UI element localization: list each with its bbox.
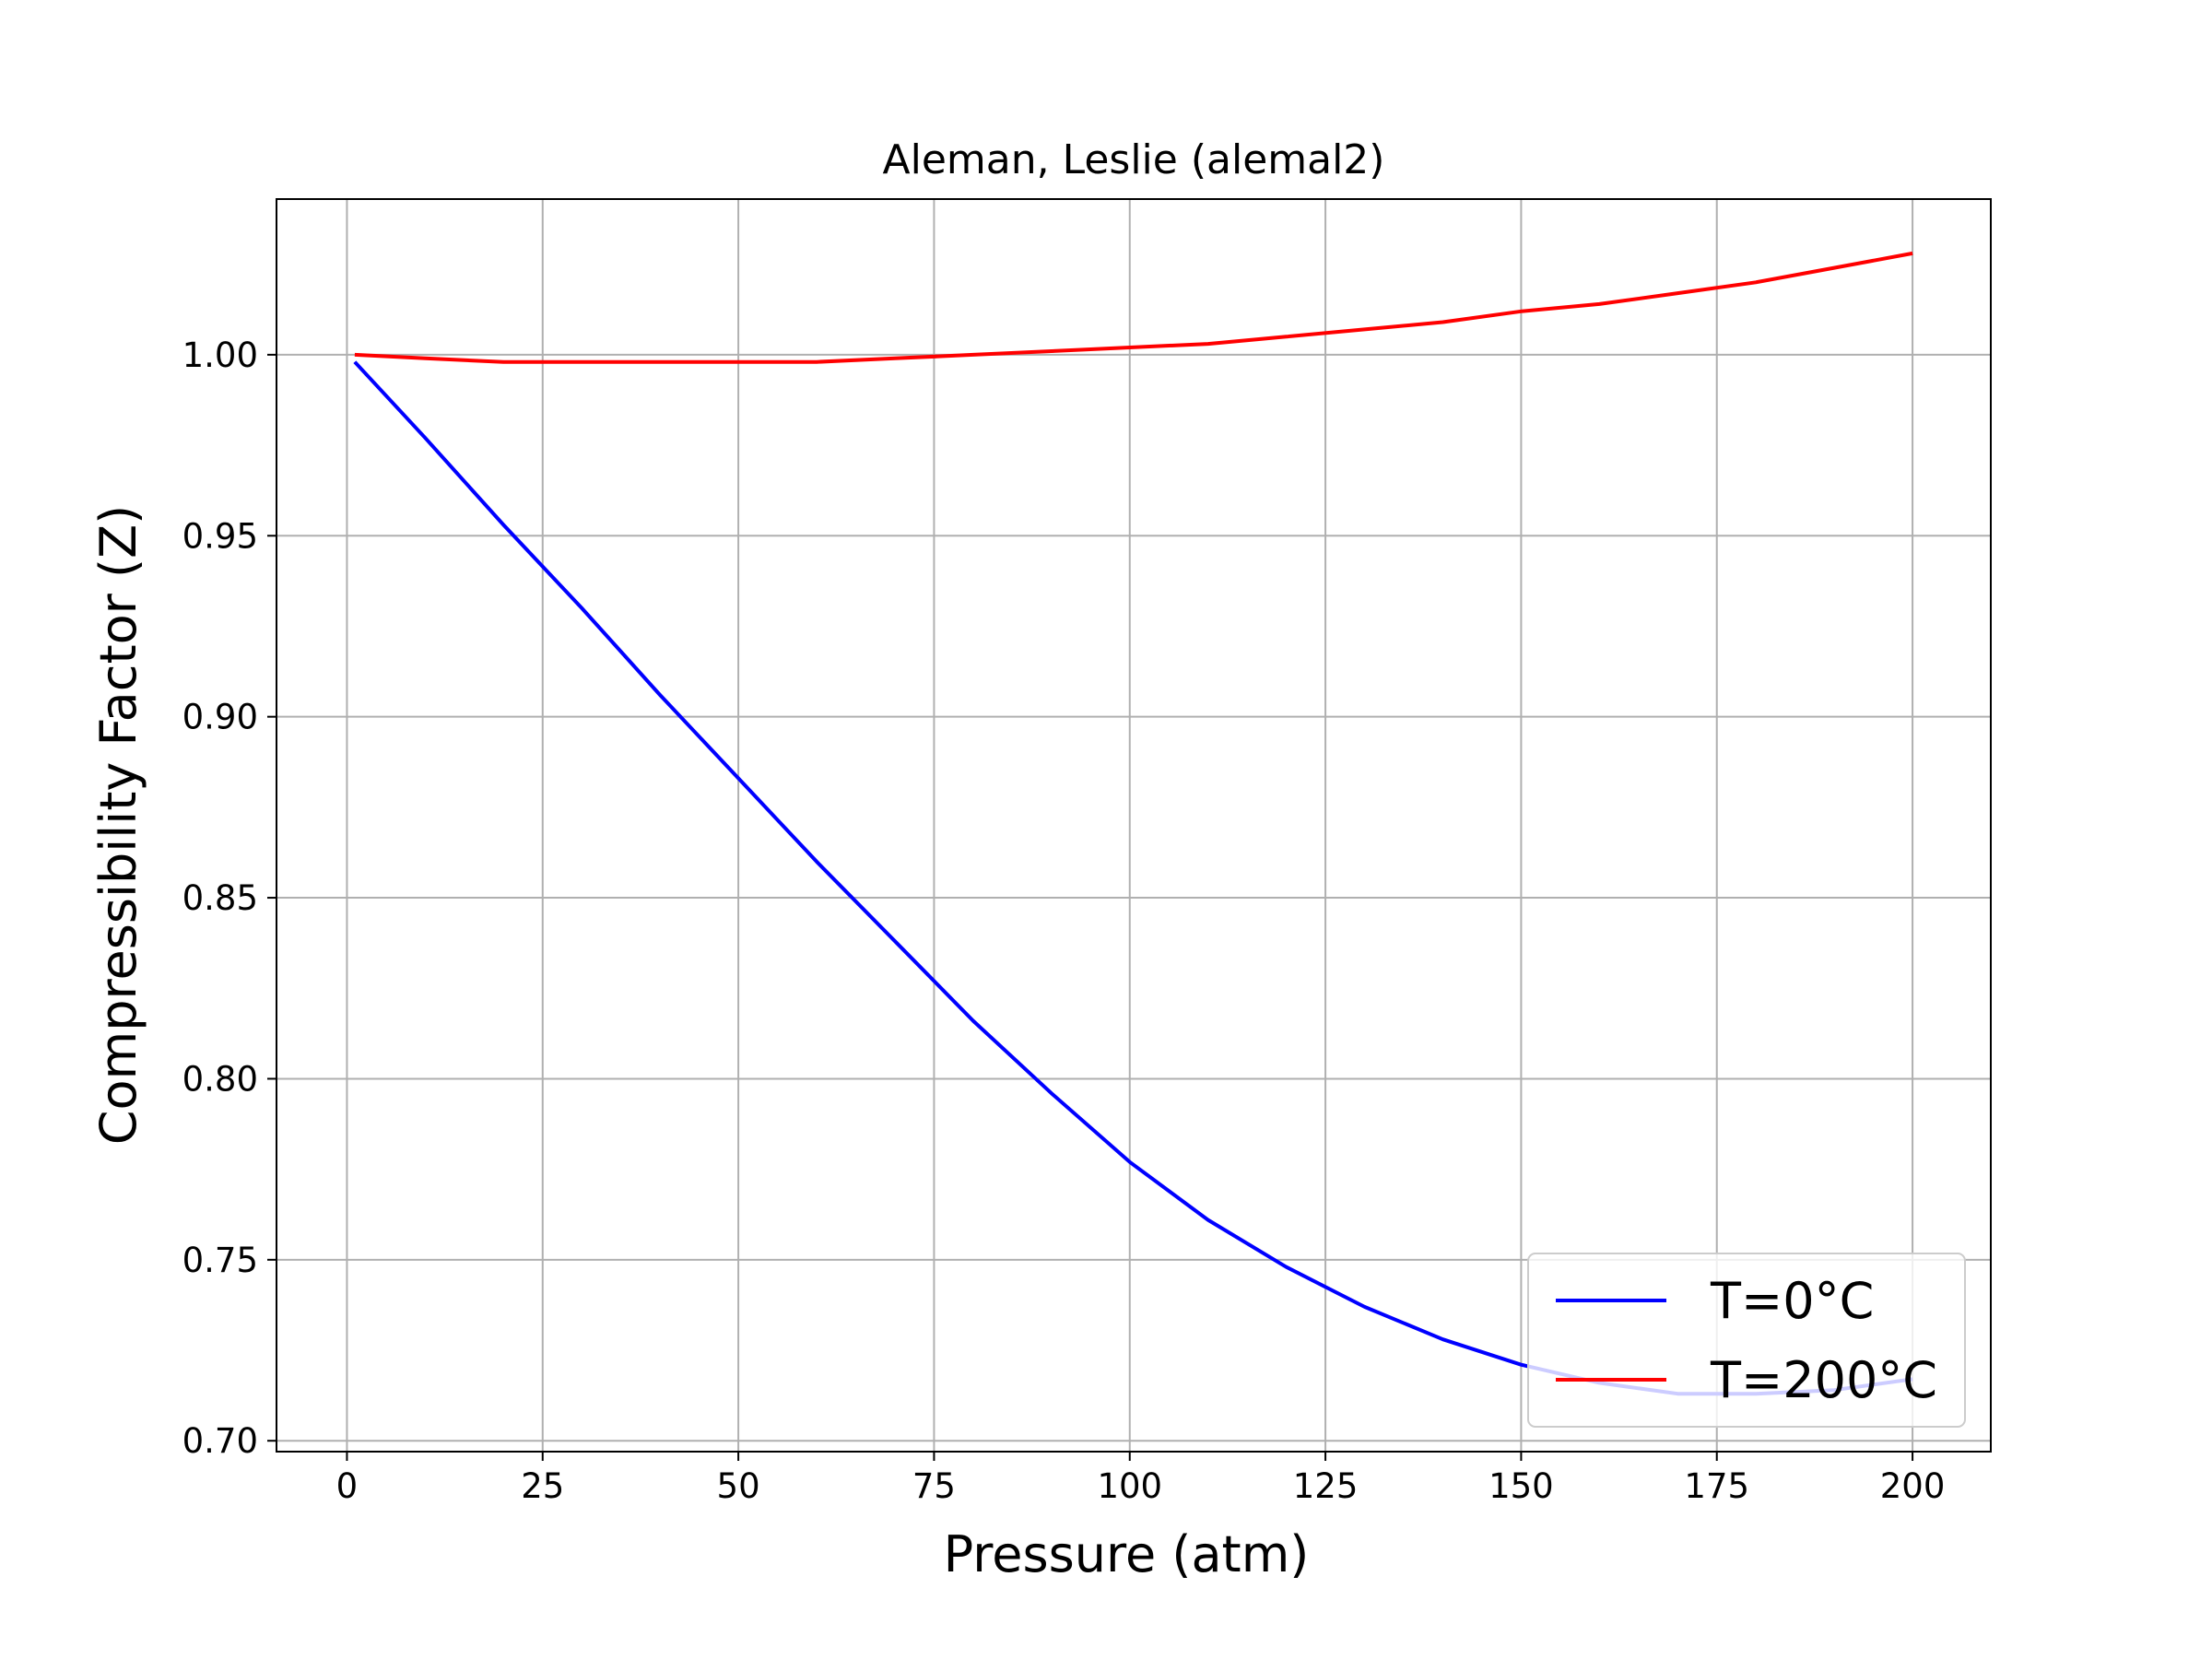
y-tick-label: 0.90	[182, 698, 258, 737]
chart-title: Aleman, Leslie (alemal2)	[883, 136, 1385, 183]
y-tick-label: 0.75	[182, 1241, 258, 1280]
x-tick-label: 150	[1488, 1466, 1554, 1506]
y-tick-label: 0.85	[182, 878, 258, 918]
legend-label-0: T=0°C	[1710, 1272, 1874, 1330]
series-line-1	[354, 251, 1913, 364]
x-tick-label: 100	[1097, 1466, 1162, 1506]
x-tick-label: 0	[336, 1466, 359, 1506]
x-axis: 0 25 50 75 100 125 150 175 200	[336, 1452, 1946, 1506]
plot-frame	[276, 198, 1992, 1453]
y-tick-label: 1.00	[182, 335, 258, 375]
x-tick-label: 200	[1880, 1466, 1946, 1506]
x-tick-label: 50	[717, 1466, 760, 1506]
x-tick-label: 125	[1293, 1466, 1359, 1506]
x-tick-label: 25	[521, 1466, 564, 1506]
y-axis: 0.70 0.75 0.80 0.85 0.90 0.95 1.00	[182, 335, 276, 1461]
x-tick-label: 175	[1684, 1466, 1749, 1506]
y-tick-label: 0.70	[182, 1421, 258, 1461]
legend: T=0°C T=200°C	[1527, 1253, 1966, 1428]
legend-box	[1527, 1253, 1966, 1428]
y-tick-label: 0.95	[182, 516, 258, 556]
plot-background	[276, 199, 1991, 1452]
x-tick-label: 75	[912, 1466, 956, 1506]
x-axis-label: Pressure (atm)	[944, 1525, 1310, 1583]
y-tick-label: 0.80	[182, 1059, 258, 1099]
y-axis-label: Compressibility Factor (Z)	[89, 505, 147, 1145]
legend-label-1: T=200°C	[1710, 1351, 1937, 1409]
